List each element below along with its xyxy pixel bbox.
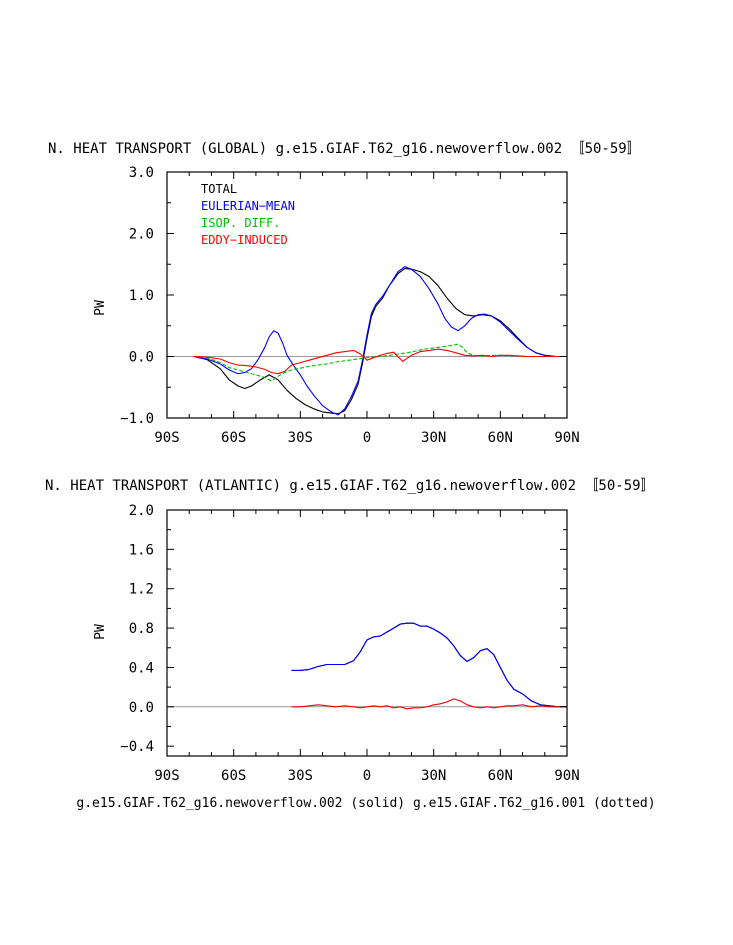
global-x-tick-label: 30S [288,430,313,446]
legend-eulerian-mean: EULERIAN−MEAN [201,199,295,213]
global-series-isop-line [193,343,567,382]
global-x-tick-label: 0 [363,430,371,446]
global-y-tick-label: 3.0 [129,165,154,181]
global-y-tick-label: −1.0 [120,411,154,427]
global-y-axis-label: PW [93,300,108,316]
atlantic-y-tick-label: 0.8 [129,621,154,637]
global-y-tick-label: 1.0 [129,288,154,304]
atlantic-x-tick-label: 90S [154,768,179,784]
atlantic-y-tick-label: 1.2 [129,582,154,598]
global-series-eulerian-line [193,266,567,416]
atlantic-x-tick-label: 90N [554,768,579,784]
atlantic-x-tick-label: 30N [421,768,446,784]
global-y-tick-label: 2.0 [129,227,154,243]
global-x-tick-label: 90S [154,430,179,446]
atlantic-x-tick-label: 0 [363,768,371,784]
global-series-eddy-line [193,348,567,375]
atlantic-series-eulerian-line [291,622,567,708]
atlantic-chart-title: N. HEAT TRANSPORT (ATLANTIC) g.e15.GIAF.… [45,478,655,494]
legend-eddy-induced: EDDY−INDUCED [201,233,288,247]
global-legend: TOTAL EULERIAN−MEAN ISOP. DIFF. EDDY−IND… [201,182,295,247]
atlantic-y-tick-label: 1.6 [129,542,154,558]
atlantic-series-eddy-line [291,698,567,710]
global-x-tick-label: 90N [554,430,579,446]
figure-caption: g.e15.GIAF.T62_g16.newoverflow.002 (soli… [76,796,655,811]
atlantic-plot-frame [166,509,568,757]
atlantic-y-tick-label: 2.0 [129,503,154,519]
atlantic-x-tick-label: 60N [488,768,513,784]
atlantic-x-tick-label: 60S [221,768,246,784]
atlantic-y-tick-label: 0.4 [129,660,154,676]
legend-total: TOTAL [201,182,237,196]
global-x-tick-label: 60N [488,430,513,446]
global-heat-transport-panel: N. HEAT TRANSPORT (GLOBAL) g.e15.GIAF.T6… [48,141,641,446]
atlantic-x-tick-label: 30S [288,768,313,784]
global-x-tick-label: 30N [421,430,446,446]
atlantic-y-tick-label: −0.4 [120,739,154,755]
legend-isop-diff: ISOP. DIFF. [201,216,280,230]
global-chart-title: N. HEAT TRANSPORT (GLOBAL) g.e15.GIAF.T6… [48,141,641,157]
global-series-total-line [193,268,567,415]
atlantic-heat-transport-panel: N. HEAT TRANSPORT (ATLANTIC) g.e15.GIAF.… [45,478,655,784]
atlantic-y-axis-label: PW [93,624,108,640]
atlantic-y-tick-label: 0.0 [129,700,154,716]
global-x-tick-label: 60S [221,430,246,446]
global-y-tick-label: 0.0 [129,350,154,366]
